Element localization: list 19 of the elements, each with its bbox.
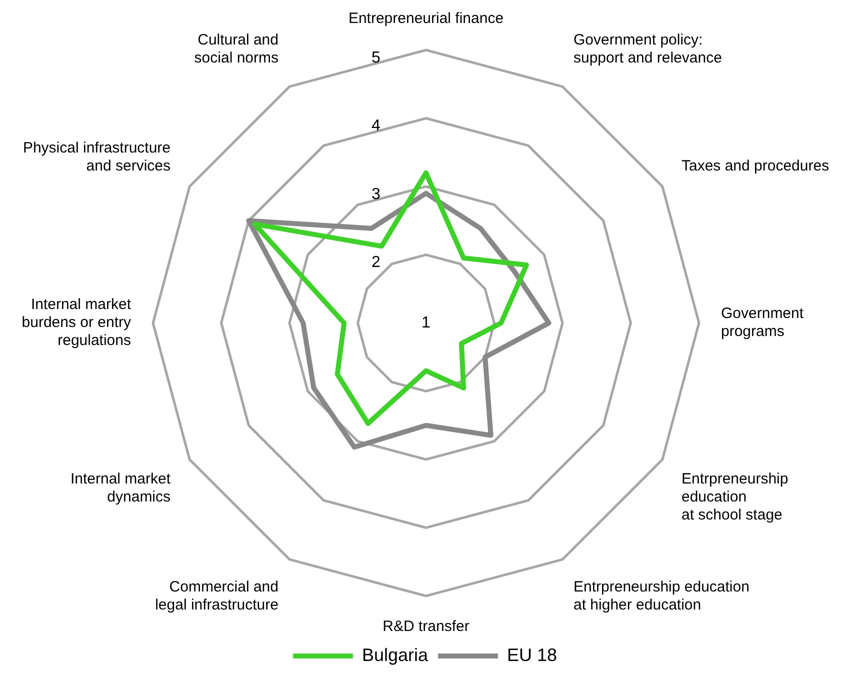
- spoke-label: Internal market dynamics: [70, 470, 172, 506]
- spoke-label: Government programs: [721, 305, 804, 340]
- y-tick-label: 3: [372, 186, 381, 203]
- spoke-label: Taxes and procedures: [681, 158, 830, 175]
- spoke-label: Physical infrastructure and services: [22, 140, 171, 175]
- y-tick-label: 2: [372, 254, 381, 272]
- spoke-label: Cultural and social norms: [194, 32, 278, 67]
- y-tick-label: 1: [422, 314, 431, 332]
- legend-label: EU 18: [507, 644, 558, 665]
- spoke-label: Entrpreneurship education at school stage: [681, 470, 788, 524]
- spoke-label: Government policy: support and relevance: [574, 32, 722, 67]
- y-tick-label: 5: [372, 49, 381, 66]
- spoke-label: Entrepreneurial finance: [348, 10, 504, 28]
- legend-label: Bulgaria: [362, 644, 429, 665]
- spoke-label: Entrpreneurship education at higher education: [574, 578, 750, 614]
- spoke-label: R&D transfer: [382, 618, 470, 636]
- spoke-label: Commercial and legal infrastructure: [155, 578, 278, 614]
- spoke-label: Internal market burdens or entry regulations: [22, 296, 132, 350]
- y-tick-label: 4: [372, 118, 381, 135]
